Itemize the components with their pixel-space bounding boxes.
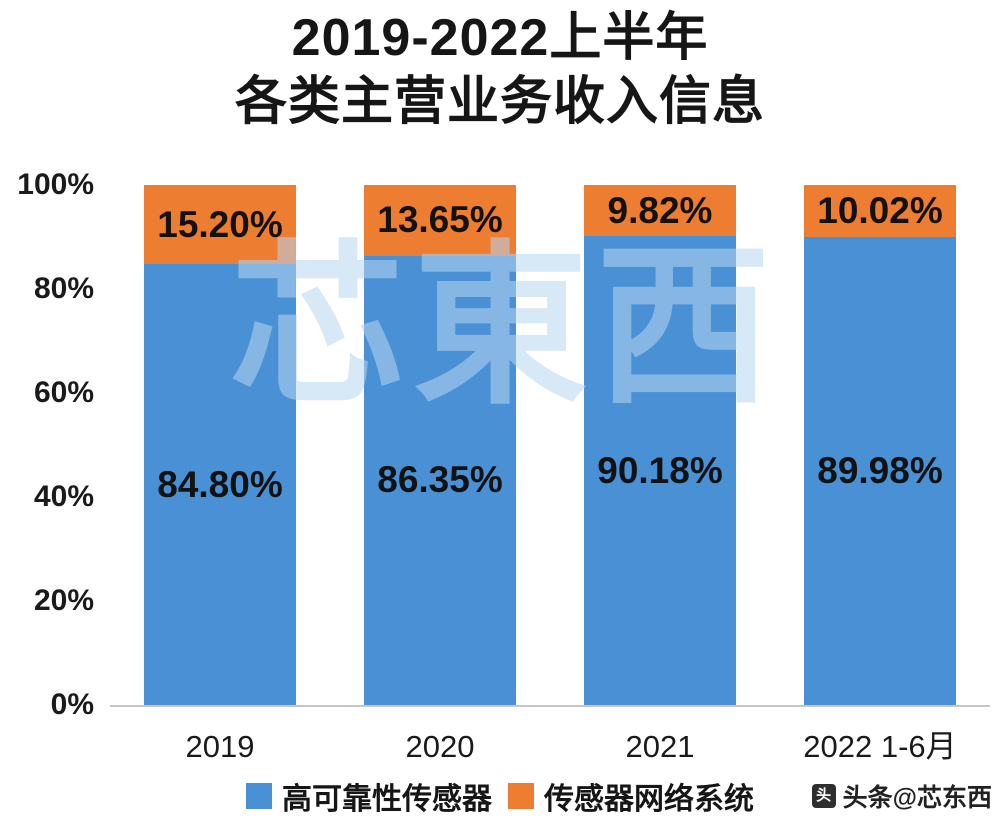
legend-swatch (508, 783, 534, 809)
bar-segment-series1-2019: 84.80% (144, 264, 296, 705)
y-axis-label: 20% (33, 584, 94, 617)
x-axis-label: 2022 1-6月 (803, 729, 957, 764)
bar-segment-series2-2020: 13.65% (364, 185, 516, 256)
credit: 头 头条@芯东西 (811, 778, 992, 814)
bar-group-2019: 15.20% 84.80% (144, 185, 296, 705)
legend-item: 传感器网络系统 (508, 774, 754, 818)
y-axis-label: 0% (50, 688, 94, 721)
bar-segment-series2-2022-1-6月: 10.02% (804, 185, 956, 238)
bar-group-2020: 13.65% 86.35% (364, 185, 516, 705)
x-axis-label: 2019 (185, 729, 255, 764)
plot-area: 15.20% 84.80% 13.65% 86.35% 9.82% 90.18% 10.02… (110, 185, 990, 707)
legend-swatch (246, 783, 272, 809)
bar-group-2021: 9.82% 90.18% (584, 185, 736, 705)
bar-segment-series1-2021: 90.18% (584, 236, 736, 705)
y-axis-label: 60% (33, 376, 94, 409)
x-axis-label: 2020 (405, 729, 475, 764)
legend-label: 传感器网络系统 (544, 783, 754, 816)
y-axis-label: 100% (17, 168, 94, 201)
bar-group-2022-1-6月: 10.02% 89.98% (804, 185, 956, 705)
bar-value-label: 15.20% (157, 203, 283, 245)
toutiao-logo-icon: 头 (811, 784, 836, 808)
legend: 高可靠性传感器 传感器网络系统 (0, 774, 1000, 818)
bar-segment-series2-2021: 9.82% (584, 185, 736, 237)
x-axis-label: 2021 (625, 729, 695, 764)
bar-segment-series1-2022-1-6月: 89.98% (804, 237, 956, 705)
chart-title-line1: 2019-2022上半年 (291, 9, 709, 67)
bar-value-label: 13.65% (377, 199, 503, 241)
bar-value-label: 84.80% (157, 463, 283, 505)
y-axis-label: 40% (33, 480, 94, 513)
y-axis-label: 80% (33, 272, 94, 305)
bar-value-label: 86.35% (377, 459, 503, 501)
chart-title: 2019-2022上半年 各类主营业务收入信息 (0, 6, 1000, 134)
bar-segment-series2-2019: 15.20% (144, 185, 296, 265)
bar-value-label: 10.02% (817, 190, 943, 232)
credit-text: 头条@芯东西 (842, 784, 992, 812)
legend-label: 高可靠性传感器 (282, 783, 492, 816)
bar-value-label: 89.98% (817, 450, 943, 492)
chart-title-line2: 各类主营业务收入信息 (234, 73, 765, 131)
bar-segment-series1-2020: 86.35% (364, 255, 516, 705)
bar-value-label: 9.82% (607, 189, 713, 231)
bar-value-label: 90.18% (597, 449, 723, 491)
legend-item: 高可靠性传感器 (246, 774, 492, 818)
